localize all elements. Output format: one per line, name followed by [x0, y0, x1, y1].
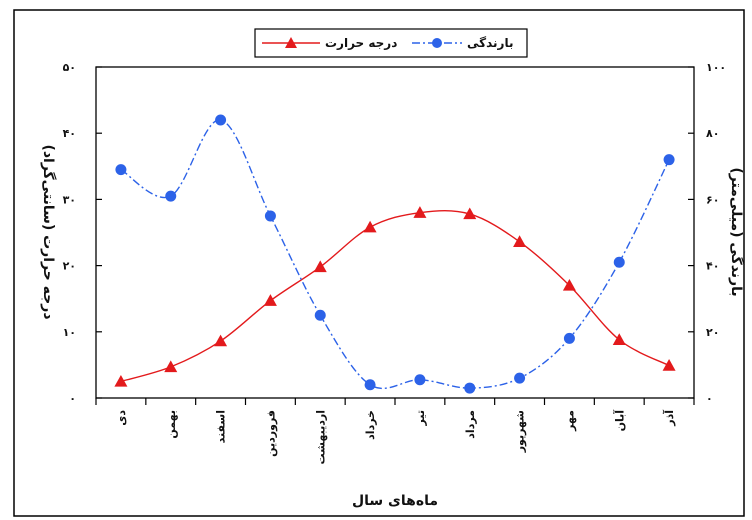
data-point-temperature: [114, 374, 128, 387]
x-tick-label: فروردین: [264, 410, 277, 457]
x-tick-label: اردیبهشت: [314, 410, 327, 464]
series-line-precipitation: [120, 119, 670, 390]
y-left-tick-label: ۱۰: [63, 326, 76, 339]
data-point-precipitation: [364, 379, 376, 391]
y-left-tick-label: ۴۰: [63, 127, 76, 140]
data-point-precipitation: [663, 154, 675, 166]
x-tick-label: مهر: [563, 410, 576, 432]
y-axis-right-ticks: ۰ ۲۰ ۴۰ ۶۰ ۸۰ ۱۰۰: [688, 61, 726, 405]
y-right-tick-label: ۶۰: [706, 193, 719, 206]
y-right-tick-label: ۴۰: [706, 260, 719, 273]
data-point-temperature: [662, 359, 676, 371]
x-tick-label: تیر: [414, 410, 427, 426]
data-point-precipitation: [514, 372, 526, 384]
data-point-temperature: [164, 360, 178, 373]
data-point-temperature: [413, 206, 427, 218]
x-tick-label: آذر: [662, 410, 676, 427]
data-point-precipitation: [165, 190, 177, 202]
y-axis-left-ticks: ۰ ۱۰ ۲۰ ۳۰ ۴۰ ۵۰: [63, 61, 102, 405]
data-point-precipitation: [314, 309, 326, 321]
legend-precipitation-label: بارندگی: [467, 36, 513, 50]
x-tick-label: مرداد: [464, 410, 477, 439]
data-point-precipitation: [215, 114, 227, 126]
y-left-tick-label: ۰: [69, 392, 76, 405]
legend-precipitation-marker: [432, 38, 442, 48]
y-axis-left-title: درجه حرارت (سانتی‌گراد): [40, 144, 57, 319]
legend-temperature-label: درجه حرارت: [325, 36, 397, 50]
x-tick-label: اسفند: [215, 410, 228, 443]
data-point-temperature: [562, 278, 576, 291]
chart-outer-border: [13, 9, 745, 517]
y-right-tick-label: ۰: [706, 392, 713, 405]
data-point-precipitation: [464, 382, 476, 394]
data-point-precipitation: [414, 374, 426, 386]
y-right-tick-label: ۸۰: [706, 127, 719, 140]
data-point-temperature: [612, 333, 626, 345]
data-point-precipitation: [613, 256, 625, 268]
x-tick-label: شهریور: [514, 410, 527, 453]
y-right-tick-label: ۱۰۰: [706, 61, 726, 74]
data-point-temperature: [463, 207, 477, 220]
x-tick-label: بهمن: [165, 410, 178, 439]
y-left-tick-label: ۳۰: [63, 193, 76, 206]
data-point-precipitation: [563, 332, 575, 344]
x-axis-title: ماه‌های سال: [352, 493, 438, 509]
y-left-tick-label: ۲۰: [63, 260, 76, 273]
legend-entry-temperature: درجه حرارت: [262, 36, 397, 50]
y-right-tick-label: ۲۰: [706, 326, 719, 339]
legend-temperature-marker: [285, 37, 297, 48]
x-tick-label: خرداد: [364, 410, 377, 440]
x-axis-ticks: دی بهمن اسفند فروردین اردیبهشت خرداد تیر مرداد ش…: [95, 398, 695, 464]
y-axis-right-title: بارندگی (میلی‌متر): [728, 167, 745, 296]
x-tick-label: آبان: [612, 410, 626, 432]
data-point-temperature: [363, 220, 377, 233]
data-point-temperature: [214, 334, 228, 347]
data-point-temperature: [263, 294, 277, 306]
legend-entry-precipitation: بارندگی: [412, 36, 513, 50]
series-layer: [114, 114, 676, 394]
data-point-temperature: [313, 260, 327, 273]
x-tick-label: دی: [115, 410, 128, 426]
y-left-tick-label: ۵۰: [63, 61, 76, 74]
data-point-precipitation: [264, 210, 276, 222]
legend: بارندگی درجه حرارت: [254, 28, 528, 58]
data-point-precipitation: [115, 164, 127, 176]
data-point-temperature: [513, 235, 527, 247]
